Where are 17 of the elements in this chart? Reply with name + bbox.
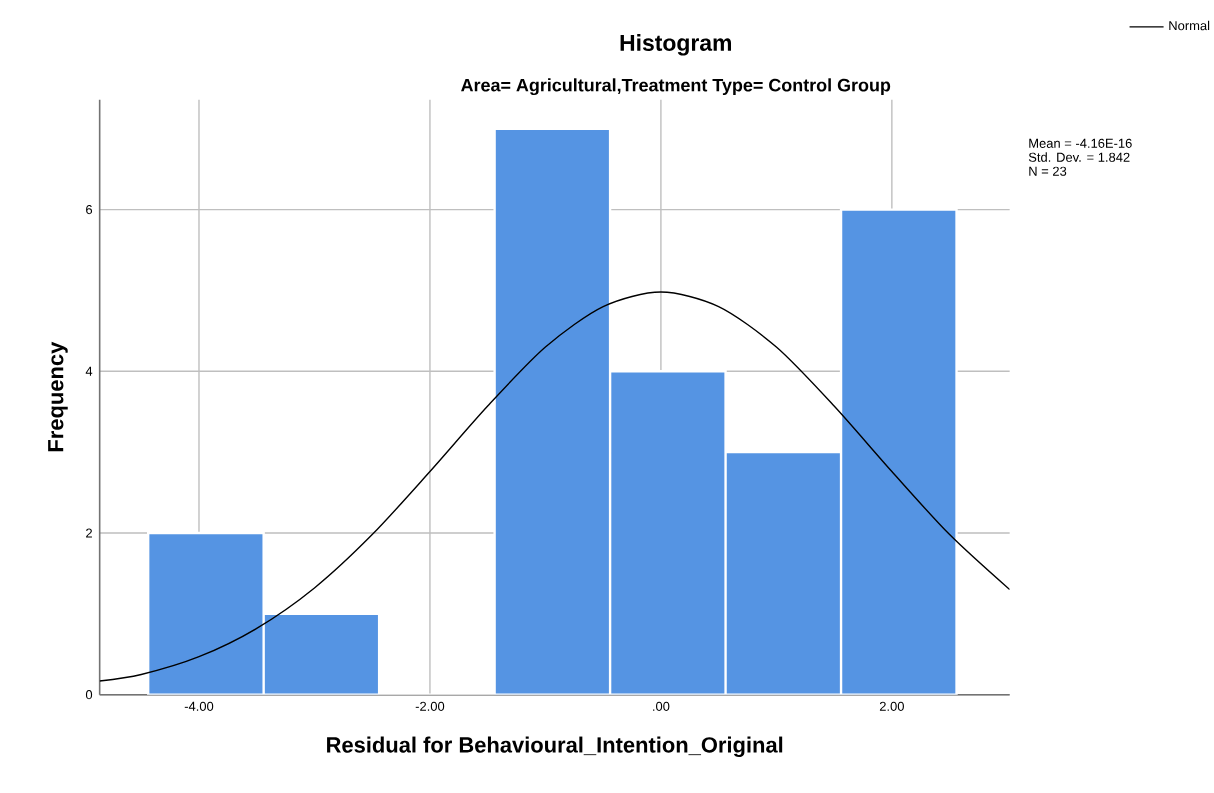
x-axis-title: Residual for Behavioural_Intention_Original [327, 736, 783, 757]
x-tick-label: -2.00 [415, 701, 445, 711]
line-series [99, 291, 1010, 682]
x-tick-label: 2.00 [879, 701, 904, 711]
y-axis-title: Frequency [48, 341, 68, 451]
x-tick-label: .00 [653, 701, 670, 711]
y-tick-label: 6 [86, 204, 93, 215]
x-tick-label: -4.00 [184, 701, 214, 711]
legend-label: Normal [1169, 20, 1210, 31]
y-tick-label: 2 [86, 528, 92, 538]
y-tick-label: 0 [85, 689, 93, 700]
chart-title: Histogram [620, 33, 732, 56]
chart-subtitle: Area= Agricultural,Treatment Type= Control Group [461, 78, 891, 95]
text: Mean = -4.16E-16 [1029, 138, 1132, 148]
text: N = 23 [1029, 166, 1067, 176]
y-tick-label: 4 [85, 366, 93, 376]
text: Std. Dev. = 1.842 [1028, 152, 1130, 162]
